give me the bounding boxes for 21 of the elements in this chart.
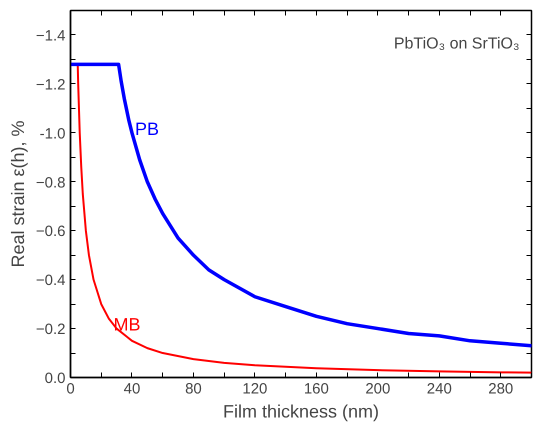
y-axis-title: Real strain ε(h), %	[8, 120, 28, 268]
y-tick-label: −0.4	[36, 272, 66, 290]
y-tick-label: -1.0	[40, 125, 66, 142]
x-tick-label: 120	[242, 380, 268, 398]
x-tick-label: 40	[124, 380, 140, 398]
series-label: PB	[135, 118, 160, 139]
x-axis-title: Film thickness (nm)	[222, 402, 380, 422]
x-tick-label: 200	[365, 380, 390, 398]
series-label: MB	[114, 314, 141, 335]
y-tick-label: 0.0	[44, 370, 66, 387]
x-tick-label: 280	[488, 380, 514, 398]
x-tick-label: 80	[185, 380, 202, 398]
y-tick-label: −1.2	[36, 76, 66, 94]
x-tick-label: 160	[304, 380, 329, 398]
y-tick-label: −0.8	[36, 174, 66, 192]
y-tick-label: −0.6	[36, 223, 66, 240]
y-tick-label: −1.4	[36, 27, 66, 44]
x-tick-label: 0	[66, 380, 75, 398]
x-tick-label: 240	[426, 380, 452, 398]
annotation: PbTiO₃ on SrTiO₃	[394, 36, 520, 52]
y-tick-label: −0.2	[36, 321, 66, 338]
